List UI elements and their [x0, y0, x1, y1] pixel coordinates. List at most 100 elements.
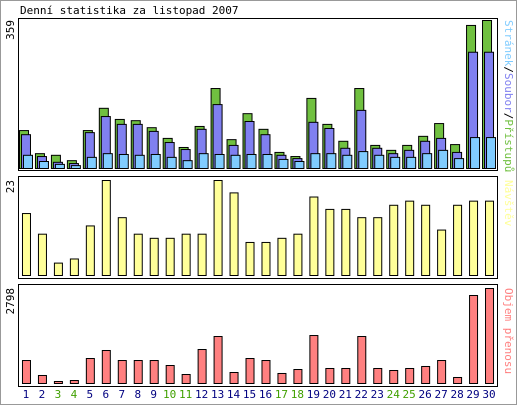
panel [18, 284, 498, 387]
x-tick-label: 13 [211, 388, 224, 401]
bar [453, 376, 463, 385]
x-tick-label: 11 [179, 388, 192, 401]
x-tick-label: 24 [387, 388, 401, 401]
x-tick-label: 18 [291, 388, 304, 401]
bar [182, 160, 193, 169]
bar [261, 241, 271, 277]
bar [341, 208, 351, 276]
bar [374, 154, 385, 170]
x-tick-label: 22 [355, 388, 368, 401]
bar [245, 241, 255, 277]
x-tick-label: 3 [55, 388, 62, 401]
x-tick-label: 6 [103, 388, 110, 401]
bar [229, 192, 239, 277]
legend-entry: Přístupů [502, 119, 515, 172]
bar [37, 233, 47, 276]
bar [486, 137, 497, 169]
bar [134, 154, 145, 170]
x-tick-label: 23 [371, 388, 384, 401]
bar [421, 204, 431, 276]
bar [421, 365, 431, 384]
x-tick-label: 26 [419, 388, 432, 401]
bar [198, 153, 209, 169]
bar [86, 156, 97, 169]
bar [85, 225, 95, 276]
x-tick-label: 5 [87, 388, 94, 401]
bar [22, 154, 33, 170]
bar [309, 196, 319, 277]
x-tick-label: 16 [259, 388, 272, 401]
bar [373, 217, 383, 277]
x-tick-label: 1 [23, 388, 30, 401]
bar [310, 153, 321, 169]
bar [117, 217, 127, 277]
y-tick-label: 2798 [4, 288, 17, 315]
bar [181, 374, 191, 385]
bar [469, 294, 479, 385]
x-tick-label: 20 [323, 388, 336, 401]
bar [133, 360, 143, 385]
bar [197, 349, 207, 384]
bar [149, 360, 159, 385]
x-tick-label: 2 [39, 388, 46, 401]
bar [245, 358, 255, 384]
bar [101, 349, 111, 385]
x-tick-label: 8 [134, 388, 141, 401]
x-tick-label: 7 [118, 388, 125, 401]
panel [18, 18, 498, 171]
bar [358, 151, 369, 169]
legend: Návštěv [502, 180, 515, 227]
x-tick-label: 9 [150, 388, 157, 401]
bar [37, 374, 47, 384]
bar [390, 156, 401, 169]
x-tick-label: 12 [195, 388, 208, 401]
x-tick-label: 14 [227, 388, 241, 401]
bar [389, 204, 399, 276]
bar [278, 158, 289, 169]
bar [389, 369, 399, 384]
bar [165, 237, 175, 276]
y-tick-label: 23 [4, 180, 17, 193]
bar [454, 158, 465, 170]
x-tick-label: 4 [71, 388, 78, 401]
x-tick-label: 17 [275, 388, 288, 401]
bar [293, 233, 303, 276]
bar [149, 237, 159, 276]
x-tick-label: 27 [434, 388, 447, 401]
bar [85, 358, 95, 384]
bar [21, 213, 31, 276]
y-tick-label: 359 [4, 20, 17, 40]
bar [485, 288, 495, 384]
bar [294, 160, 305, 169]
bar [38, 160, 49, 169]
bar [53, 262, 63, 277]
bar [150, 153, 161, 170]
bar [118, 153, 129, 170]
bar [213, 180, 223, 276]
bar [325, 208, 335, 276]
bar [406, 156, 417, 169]
bar [325, 367, 335, 385]
bar [373, 367, 383, 385]
bar [102, 153, 113, 169]
bar [309, 335, 319, 384]
legend-entry: Návštěv [502, 180, 515, 227]
bar [21, 360, 31, 385]
x-tick-label: 25 [403, 388, 416, 401]
bar [326, 153, 337, 169]
bar [181, 233, 191, 276]
legend: Objem přenosu [502, 288, 515, 374]
x-tick-label: 28 [450, 388, 463, 401]
bar [230, 154, 241, 170]
bar [262, 153, 273, 170]
bar [70, 165, 81, 170]
panel [18, 176, 498, 279]
chart-title: Denní statistika za listopad 2007 [20, 4, 239, 17]
bar [277, 237, 287, 276]
bar [405, 200, 415, 276]
bar [261, 360, 271, 385]
legend-entry: Stránek [502, 20, 515, 67]
bar [470, 137, 481, 169]
legend-entry: Objem přenosu [502, 288, 515, 374]
